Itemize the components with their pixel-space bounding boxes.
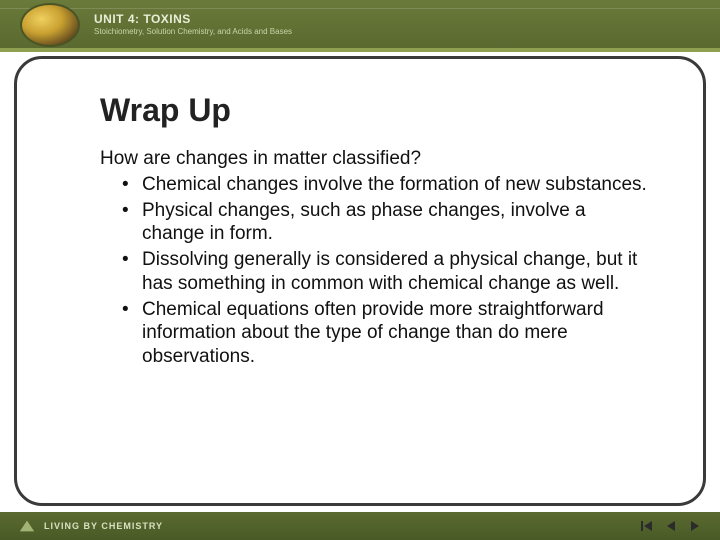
nav-first-button[interactable] xyxy=(640,519,654,533)
footer-bar: LIVING BY CHEMISTRY xyxy=(0,512,720,540)
unit-title: UNIT 4: TOXINS xyxy=(94,12,292,26)
footer-left: LIVING BY CHEMISTRY xyxy=(18,517,163,535)
list-item: Chemical equations often provide more st… xyxy=(122,298,650,369)
unit-text-block: UNIT 4: TOXINS Stoichiometry, Solution C… xyxy=(94,12,292,36)
nav-next-button[interactable] xyxy=(688,519,702,533)
nav-prev-button[interactable] xyxy=(664,519,678,533)
list-item: Dissolving generally is considered a phy… xyxy=(122,248,650,296)
bullet-list: Chemical changes involve the formation o… xyxy=(100,173,650,369)
page-title: Wrap Up xyxy=(100,92,650,129)
list-item: Physical changes, such as phase changes,… xyxy=(122,199,650,247)
header-decoration xyxy=(0,8,720,10)
content-area: Wrap Up How are changes in matter classi… xyxy=(100,92,650,490)
lead-question: How are changes in matter classified? xyxy=(100,147,650,171)
header-bar: UNIT 4: TOXINS Stoichiometry, Solution C… xyxy=(0,0,720,48)
header-underline xyxy=(0,48,720,52)
unit-icon xyxy=(20,3,80,47)
list-item: Chemical changes involve the formation o… xyxy=(122,173,650,197)
unit-subtitle: Stoichiometry, Solution Chemistry, and A… xyxy=(94,27,292,36)
brand-logo-icon xyxy=(18,517,36,535)
brand-text: LIVING BY CHEMISTRY xyxy=(44,521,163,531)
nav-controls xyxy=(640,519,702,533)
